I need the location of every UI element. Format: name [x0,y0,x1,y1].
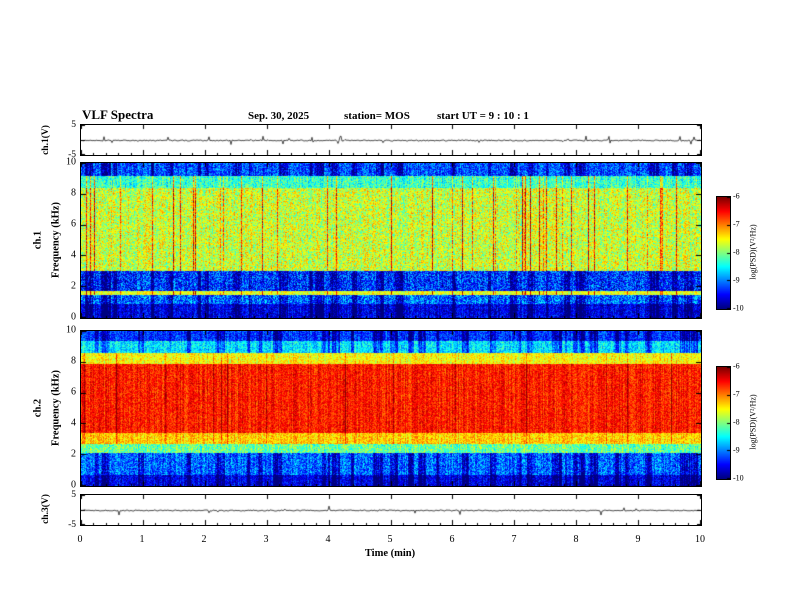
x-tick-labels-item: 0 [77,534,83,545]
x-tick-labels-item: 9 [635,534,641,545]
spec2-ytick-labels-item: 8 [71,355,76,367]
header-station: station= MOS [344,110,410,122]
spec1-ytick-labels-item: 10 [66,156,76,168]
spec1-channel-label: ch.1 [32,230,44,250]
cb2-tick-labels: -6 -7 -8 -9 -10 [733,362,759,483]
x-tick-labels-item: 7 [511,534,517,545]
ch1-spectrogram [80,162,702,319]
cb2-tick-labels-item: -7 [733,389,740,399]
header-date: Sep. 30, 2025 [248,110,310,122]
spec1-ytick-labels-item: 0 [71,311,76,323]
spec1-ytick-labels-item: 2 [71,280,76,292]
header-start-ut: start UT = 9 : 10 : 1 [437,110,529,122]
spec1-ytick-labels: 10 8 6 4 2 0 [56,157,76,323]
ch2-spectrogram [80,330,702,487]
cb2-tick-labels-item: -8 [733,417,740,427]
spec2-channel-label: ch.2 [32,398,44,418]
spec2-ytick-labels-item: 10 [66,324,76,336]
spec2-ytick-labels-item: 0 [71,479,76,491]
ch1-voltage-strip-plot [80,124,702,156]
cb1-tick-labels-item: -9 [733,275,740,285]
spec1-ytick-labels-item: 6 [71,218,76,230]
cb1-tick-labels-item: -6 [733,191,740,201]
strip1-ymax-label: 5 [71,120,76,130]
colorbar-2-label: log(PSD)(V²/Hz) [748,394,758,450]
colorbar-1 [716,196,731,310]
spec2-ytick-labels: 10 8 6 4 2 0 [56,325,76,491]
colorbar-2 [716,366,731,480]
cb1-tick-labels-item: -7 [733,219,740,229]
x-tick-labels-item: 8 [573,534,579,545]
strip3-axis-label: ch.3(V) [41,494,51,524]
cb2-tick-labels-item: -10 [733,473,744,483]
strip1-axis-label: ch.1(V) [41,125,51,155]
x-tick-labels-item: 4 [325,534,331,545]
ch3-voltage-strip-plot [80,494,702,526]
spec2-ytick-labels-item: 2 [71,448,76,460]
cb1-tick-labels-item: -8 [733,247,740,257]
cb2-tick-labels-item: -9 [733,445,740,455]
strip3-ymin-label: -5 [68,520,76,530]
x-tick-labels-item: 3 [263,534,269,545]
x-tick-labels-item: 10 [695,534,705,545]
cb1-tick-labels: -6 -7 -8 -9 -10 [733,192,759,313]
x-tick-labels-item: 6 [449,534,455,545]
time-axis-label: Time (min) [364,548,416,559]
strip3-ymax-label: 5 [71,490,76,500]
cb2-tick-labels-item: -6 [733,361,740,371]
spec1-frequency-axis-label: Frequency (kHz) [50,202,62,278]
spec2-frequency-axis-label: Frequency (kHz) [50,370,62,446]
x-tick-labels-item: 5 [387,534,393,545]
colorbar-1-label: log(PSD)(V²/Hz) [748,224,758,280]
strip1-ymin-label: -5 [68,150,76,160]
spec2-ytick-labels-item: 6 [71,386,76,398]
cb1-tick-labels-item: -10 [733,303,744,313]
spec1-ytick-labels-item: 8 [71,187,76,199]
x-tick-labels: 0 1 2 3 4 5 6 7 8 9 10 [77,534,706,546]
x-tick-labels-item: 1 [139,534,145,545]
spec1-ytick-labels-item: 4 [71,249,76,261]
spec2-ytick-labels-item: 4 [71,417,76,429]
figure-title: VLF Spectra [82,107,154,122]
x-tick-labels-item: 2 [201,534,207,545]
